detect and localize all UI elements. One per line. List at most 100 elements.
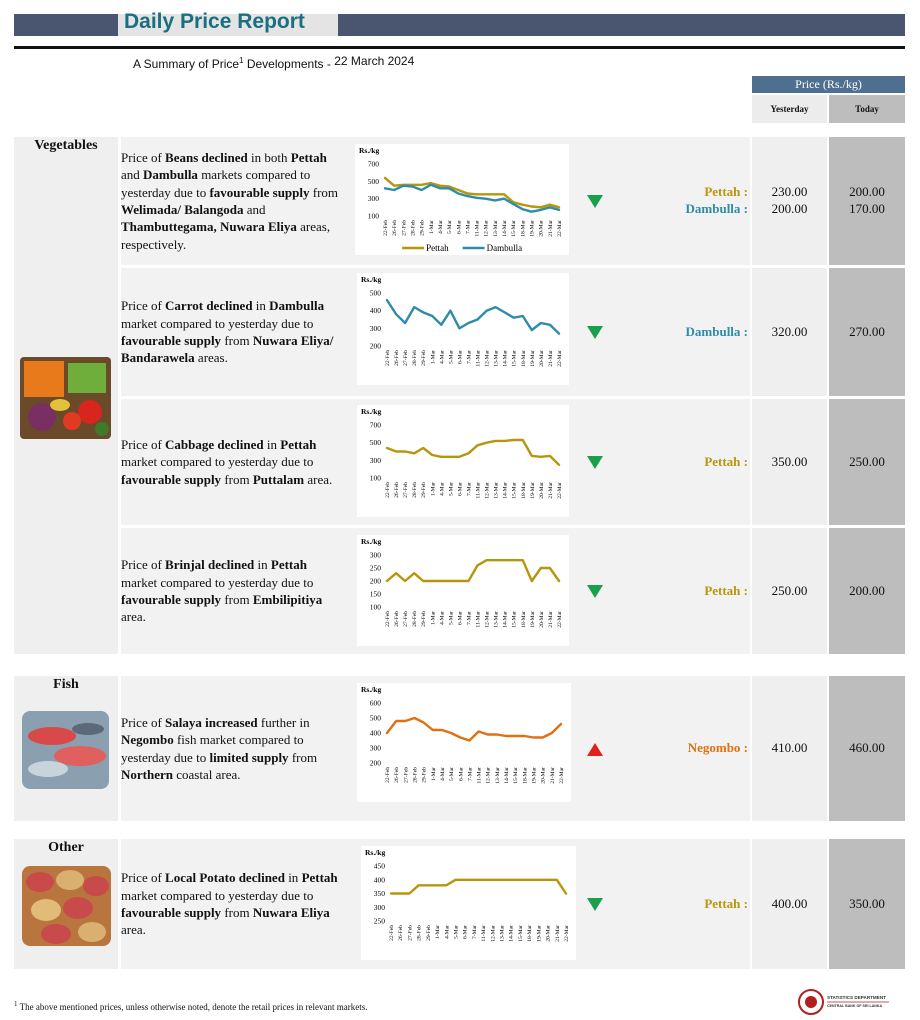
price-line <box>385 559 561 583</box>
y-tick-label: 600 <box>370 699 382 708</box>
x-tick-label: 29-Feb <box>421 350 427 366</box>
x-tick-label: 28-Feb <box>412 767 418 783</box>
footnote: 1 The above mentioned prices, unless oth… <box>14 1000 367 1012</box>
bold-text: favourable supply <box>121 905 222 920</box>
yesterday-header: Yesterday <box>752 95 827 123</box>
market-label: Pettah : <box>704 895 748 911</box>
fish-image <box>22 711 109 789</box>
text: area. <box>304 471 333 487</box>
text: in <box>252 298 270 314</box>
header-rule <box>14 46 905 49</box>
y-tick-label: 250 <box>370 564 382 573</box>
x-tick-label: 15-Mar <box>511 220 517 237</box>
description-text: Price of Carrot declined in Dambulla mar… <box>121 297 343 367</box>
x-tick-label: 6-Mar <box>457 611 463 625</box>
header-band <box>338 14 905 36</box>
price-chart: Rs./kg 250 300 350 400 450 22-Feb 26-Feb 27-Feb 2… <box>361 846 576 960</box>
yesterday-cell <box>752 268 827 396</box>
x-tick-label: 18-Mar <box>521 350 527 367</box>
text: Price of <box>121 149 166 165</box>
x-tick-label: 12-Mar <box>486 767 492 784</box>
price-chart: Rs./kg 100 300 500 700 22-Feb 26-Feb 27-Feb 28-F… <box>355 144 569 255</box>
y-tick-label: 200 <box>370 342 382 351</box>
x-tick-label: 19-Mar <box>532 767 538 784</box>
x-tick-label: 20-Mar <box>539 220 545 237</box>
market-label: Pettah : <box>704 453 748 469</box>
subtitle-text: A Summary of Price <box>133 57 240 71</box>
bold-text: Dambulla <box>143 167 198 183</box>
x-tick-label: 27-Feb <box>403 767 409 783</box>
section-name: Vegetables <box>34 138 98 153</box>
potato-image <box>22 866 111 946</box>
y-tick-label: 200 <box>370 759 382 768</box>
x-tick-label: 14-Mar <box>503 611 509 628</box>
x-tick-label: 12-Mar <box>485 350 491 367</box>
price-line <box>385 298 561 335</box>
x-tick-label: 20-Mar <box>541 767 547 784</box>
yesterday-price: 410.00 <box>771 740 808 755</box>
x-tick-label: 14-Mar <box>509 925 515 942</box>
direction-arrow <box>587 585 603 598</box>
x-tick-label: 18-Mar <box>527 925 533 942</box>
x-tick-label: 21-Mar <box>555 925 561 942</box>
x-tick-label: 27-Feb <box>403 482 409 498</box>
x-tick-label: 20-Mar <box>539 482 545 499</box>
yesterday-price: 320.00 <box>771 323 808 339</box>
x-tick-label: 11-Mar <box>476 611 482 628</box>
price-line <box>385 716 563 742</box>
x-tick-label: 6-Mar <box>456 220 462 234</box>
x-tick-label: 22-Feb <box>385 767 391 783</box>
direction-arrow <box>587 898 603 911</box>
y-tick-label: 500 <box>370 438 382 447</box>
x-tick-label: 15-Mar <box>512 350 518 367</box>
text: coastal area. <box>173 766 241 782</box>
x-tick-label: 5-Mar <box>448 611 454 625</box>
bold-text: Cabbage declined <box>165 436 264 452</box>
x-tick-label: 11-Mar <box>476 350 482 367</box>
x-tick-label: 4-Mar <box>439 482 445 496</box>
x-tick-label: 15-Mar <box>512 611 518 628</box>
description: Price of Carrot declined in Dambulla mar… <box>121 268 343 396</box>
description-text: Price of Salaya increased further in Neg… <box>121 714 343 784</box>
today-cell <box>829 839 905 969</box>
x-tick-label: 14-Mar <box>503 350 509 367</box>
x-tick-label: 14-Mar <box>503 482 509 499</box>
bold-text: favourable supply <box>121 471 222 487</box>
subtitle: A Summary of Price1 Developments - 22 Ma… <box>133 54 414 71</box>
subtitle-text: Developments - <box>246 57 331 71</box>
text: areas. <box>194 350 228 366</box>
bold-text: Salaya increased <box>165 714 258 730</box>
direction-arrow <box>587 195 603 208</box>
today-header: Today <box>829 95 905 123</box>
x-tick-label: 26-Feb <box>392 220 398 236</box>
legend-label: Dambulla <box>487 243 523 253</box>
bold-text: Welimada/ Balangoda <box>121 202 244 217</box>
y-tick-label: 500 <box>368 177 380 186</box>
x-tick-label: 29-Feb <box>421 482 427 498</box>
x-tick-label: 27-Feb <box>407 925 413 941</box>
bold-text: favourable supply <box>121 592 222 607</box>
x-tick-label: 22-Mar <box>557 611 563 628</box>
text: Price of <box>121 436 166 452</box>
x-tick-label: 13-Mar <box>494 611 500 628</box>
yesterday-price: 230.00 <box>771 184 808 199</box>
bold-text: Puttalam <box>252 471 305 487</box>
footnote-mark: 1 <box>239 56 244 65</box>
y-axis-label: Rs./kg <box>361 537 381 546</box>
text: area. <box>121 922 146 938</box>
x-tick-label: 6-Mar <box>463 925 469 939</box>
x-tick-label: 12-Mar <box>485 482 491 499</box>
x-tick-label: 12-Mar <box>485 611 491 628</box>
x-tick-label: 22-Feb <box>385 350 391 366</box>
y-axis-label: Rs./kg <box>361 407 381 416</box>
report-title: Daily Price Report <box>124 10 305 33</box>
y-axis-label: Rs./kg <box>365 848 385 857</box>
x-tick-label: 21-Mar <box>548 350 554 367</box>
x-tick-label: 19-Mar <box>530 220 536 237</box>
text: areas, respectively. <box>121 219 331 252</box>
direction-arrow <box>587 326 603 339</box>
today-price: 350.00 <box>849 895 885 911</box>
x-tick-label: 19-Mar <box>536 925 542 942</box>
y-tick-label: 400 <box>370 729 382 738</box>
x-tick-label: 6-Mar <box>457 350 463 364</box>
